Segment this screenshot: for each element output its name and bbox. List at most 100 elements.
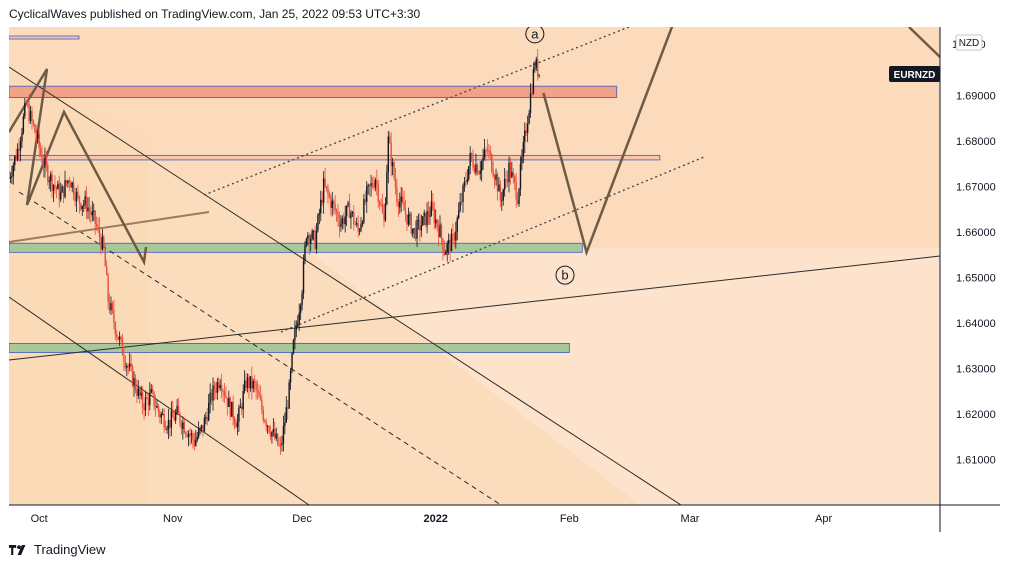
candle-body	[376, 179, 378, 185]
candle-body	[406, 214, 408, 225]
candle-body	[445, 252, 447, 255]
candle-body	[195, 439, 197, 446]
candle-body	[236, 421, 239, 428]
time-tick-label: Oct	[31, 513, 48, 525]
candle-body	[265, 421, 267, 427]
zone-support-lower	[9, 342, 570, 353]
candle-body	[98, 227, 101, 238]
candle-body	[77, 191, 79, 197]
tradingview-logo-icon	[9, 544, 26, 555]
candle-body	[422, 216, 424, 226]
candle-body	[141, 392, 144, 408]
candle-body	[478, 173, 480, 175]
candle-body	[24, 103, 26, 117]
candle-body	[114, 322, 117, 335]
candle-body	[514, 176, 516, 182]
candle-body	[488, 150, 490, 152]
candle-body	[498, 184, 500, 192]
candle-body	[337, 212, 339, 221]
candle-body	[243, 380, 246, 392]
candle-body	[407, 214, 410, 225]
candle-body	[485, 149, 487, 151]
price-tick-label: 1.64000	[956, 318, 996, 330]
candle-body	[291, 353, 293, 371]
candle-body	[67, 180, 69, 184]
candle-body	[58, 183, 60, 200]
candle-body	[55, 187, 58, 190]
candle-body	[377, 184, 379, 202]
price-axis[interactable]: 1.61000 1.62000 1.63000 1.64000 1.65000 1.660…	[952, 34, 996, 466]
time-axis[interactable]: Oct Nov Dec 2022 Feb Mar Apr	[31, 513, 833, 525]
candle-body	[241, 406, 243, 410]
candle-body	[186, 434, 188, 437]
candle-body	[60, 192, 62, 200]
candle-body	[124, 361, 127, 368]
candle-body	[378, 201, 381, 205]
candle-body	[509, 162, 512, 178]
candle-body	[166, 429, 168, 431]
candle-body	[154, 406, 157, 408]
candle-body	[334, 204, 336, 211]
candle-body	[144, 397, 147, 411]
candle-body	[205, 417, 207, 419]
candle-body	[225, 395, 227, 398]
candle-body	[190, 433, 193, 436]
candle-body	[143, 407, 145, 411]
candle-body	[193, 439, 196, 446]
candle-body	[397, 201, 400, 208]
candle-body	[32, 120, 35, 125]
candle-body	[25, 103, 27, 105]
candle-body	[537, 58, 539, 76]
candle-body	[196, 436, 198, 440]
dotted-channel-lower	[280, 156, 705, 333]
candle-body	[206, 417, 208, 421]
candle-body	[213, 385, 216, 392]
candle-body	[390, 143, 392, 167]
candle-body	[12, 165, 15, 176]
candle-body	[219, 384, 221, 389]
candle-body	[429, 215, 431, 217]
candle-body	[501, 200, 503, 202]
candle-body	[526, 123, 529, 133]
candle-body	[363, 199, 365, 223]
candle-body	[386, 172, 388, 205]
candle-body	[374, 179, 377, 188]
candle-body	[274, 428, 276, 439]
candle-body	[462, 185, 464, 203]
candle-body	[351, 212, 354, 214]
candle-body	[394, 177, 397, 188]
candle-body	[258, 391, 260, 397]
price-axis-background[interactable]	[940, 27, 1000, 532]
candle-body	[93, 210, 95, 212]
candle-body	[64, 180, 66, 197]
candle-body	[87, 207, 89, 212]
candle-body	[94, 210, 96, 224]
candle-body	[305, 238, 308, 246]
candle-body	[275, 433, 277, 439]
candle-body	[344, 216, 346, 225]
candle-body	[308, 235, 310, 244]
candle-body	[68, 180, 71, 183]
time-axis-background[interactable]	[9, 505, 940, 532]
candle-body	[157, 405, 160, 412]
candle-body	[358, 230, 361, 232]
candle-body	[235, 423, 237, 428]
overlay-layer: ab	[525, 27, 674, 285]
candle-body	[269, 431, 272, 437]
candle-body	[355, 223, 358, 225]
wave-label-circle-b	[555, 265, 575, 285]
candle-body	[366, 186, 368, 202]
candle-body	[360, 224, 362, 231]
candle-body	[470, 153, 473, 159]
candle-body	[167, 419, 170, 430]
candle-body	[84, 196, 86, 205]
time-tick-label: Dec	[292, 513, 312, 525]
candle-body	[483, 149, 486, 158]
candle-body	[396, 187, 398, 202]
price-chart[interactable]: ab 1.610001.620001.630001.640001.650001.…	[9, 27, 1000, 532]
candle-body	[534, 67, 536, 70]
candle-body	[209, 392, 211, 403]
candle-body	[72, 182, 75, 196]
candle-body	[432, 201, 434, 209]
